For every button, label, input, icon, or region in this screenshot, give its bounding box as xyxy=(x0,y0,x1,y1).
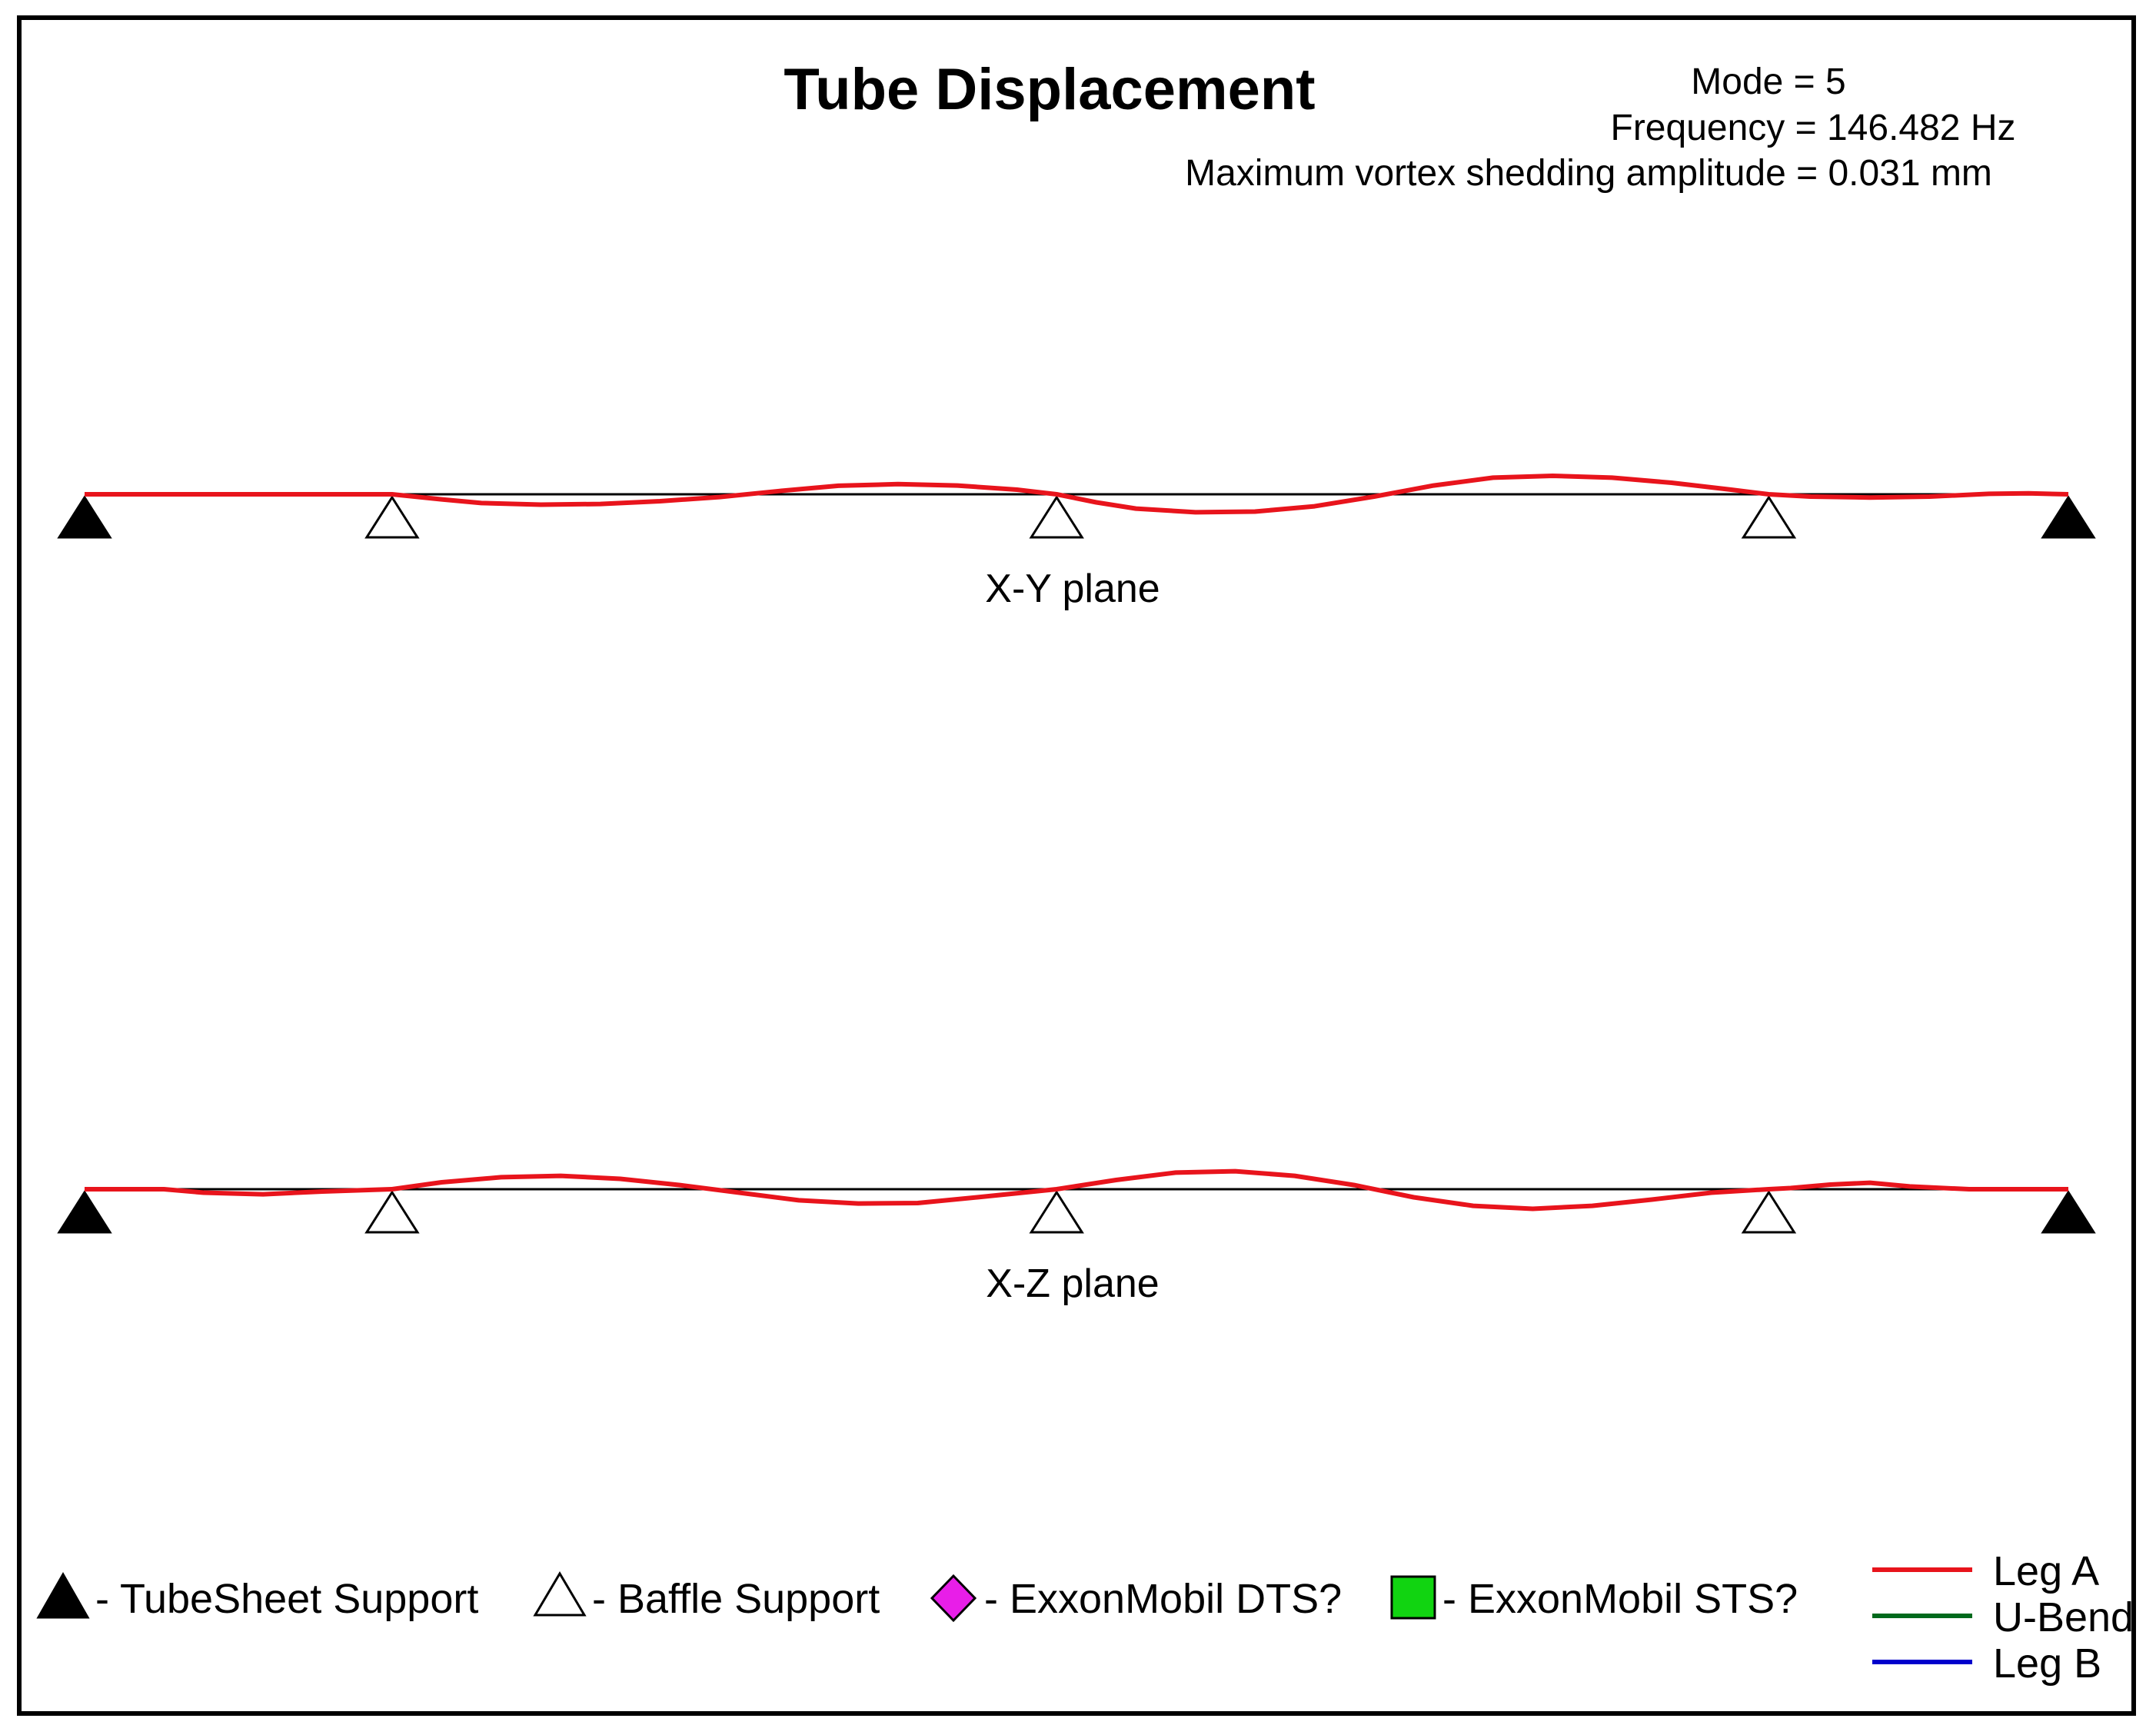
xy-leg-a-line xyxy=(85,474,2069,515)
legend-u-bend-label: U-Bend xyxy=(1993,1594,2134,1640)
xz-tubesheet-support-2 xyxy=(2041,1190,2096,1234)
frequency-readout: Frequency = 146.482 Hz xyxy=(1611,108,2016,148)
legend-sts-label: - ExxonMobil STS? xyxy=(1442,1576,1798,1622)
chart-title: Tube Displacement xyxy=(784,57,1315,122)
amplitude-readout: Maximum vortex shedding amplitude = 0.03… xyxy=(1185,153,1992,194)
xy-baffle-support-2 xyxy=(1029,495,1084,539)
xz-baffle-support-3 xyxy=(1741,1190,1797,1234)
chart-frame xyxy=(17,15,2136,1716)
tubesheet-support-icon xyxy=(36,1571,90,1619)
legend-dts-label: - ExxonMobil DTS? xyxy=(984,1576,1342,1622)
xz-baffle-support-2 xyxy=(1029,1190,1084,1234)
xy-baffle-support-3 xyxy=(1741,495,1797,539)
xy-baffle-support-1 xyxy=(364,495,420,539)
xz-plane-panel: X-Z plane xyxy=(57,1168,2096,1306)
legend-leg-a-label: Leg A xyxy=(1993,1548,2099,1594)
legend-baffle-label: - Baffle Support xyxy=(592,1576,880,1622)
legend-leg-b-label: Leg B xyxy=(1993,1640,2101,1687)
sts-square-icon xyxy=(1390,1575,1436,1620)
legend-tubesheet-label: - TubeSheet Support xyxy=(95,1576,478,1622)
xz-tubesheet-support-1 xyxy=(57,1190,112,1234)
mode-readout: Mode = 5 xyxy=(1691,61,1845,102)
dts-diamond-icon xyxy=(930,1574,977,1623)
line-legend: Leg A U-Bend Leg B xyxy=(1872,1548,2134,1687)
xz-plane-label: X-Z plane xyxy=(986,1261,1159,1306)
xy-plane-label: X-Y plane xyxy=(985,567,1160,611)
baffle-support-icon xyxy=(533,1571,587,1617)
xz-baffle-support-1 xyxy=(364,1190,420,1234)
xy-plane-panel: X-Y plane xyxy=(57,474,2096,611)
xz-leg-a-line xyxy=(85,1168,2068,1212)
xy-tubesheet-support-1 xyxy=(57,495,112,539)
symbol-legend: - TubeSheet Support - Baffle Support - E… xyxy=(36,1571,1798,1623)
xy-tubesheet-support-2 xyxy=(2041,495,2096,539)
